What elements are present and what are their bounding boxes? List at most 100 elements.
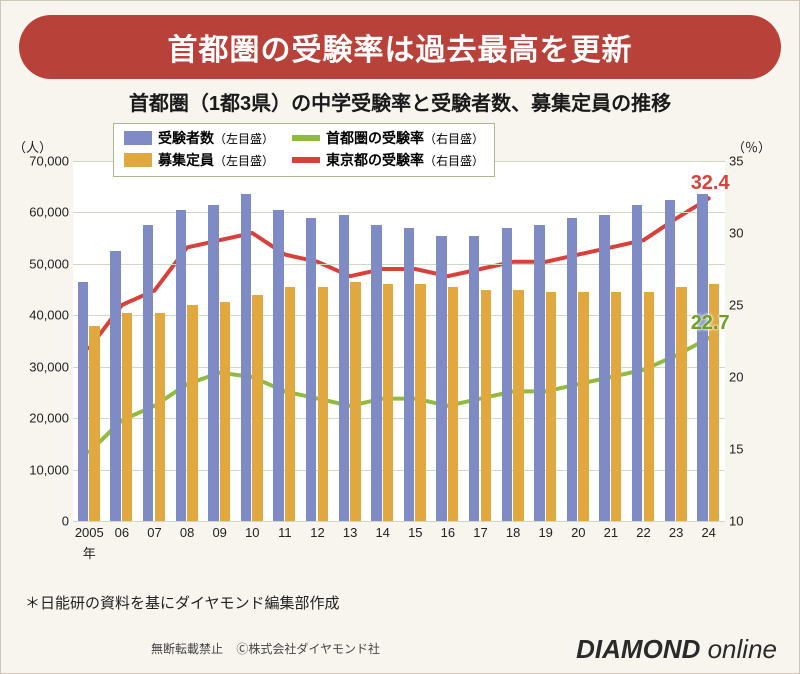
bar-capacity [220, 302, 230, 521]
y-right-tick: 30 [725, 226, 769, 241]
x-tick: 19 [530, 521, 562, 540]
headline-banner: 首都圏の受験率は過去最高を更新 [19, 15, 781, 79]
bar-capacity [676, 287, 686, 521]
headline-text: 首都圏の受験率は過去最高を更新 [168, 34, 633, 67]
bar-examinees [697, 194, 707, 521]
legend-item: 首都圏の受験率（右目盛） [292, 128, 484, 148]
x-tick: 07 [139, 521, 171, 540]
bar-examinees [208, 205, 218, 521]
brand-thin: online [700, 634, 777, 664]
bar-capacity [644, 292, 654, 521]
y-left-tick: 0 [7, 514, 73, 529]
line-layer [73, 161, 725, 521]
x-tick: 12 [302, 521, 334, 540]
copyright: 無断転載禁止 Ⓒ株式会社ダイヤモンド社 [151, 640, 380, 657]
bar-capacity [578, 292, 588, 521]
bar-capacity [89, 326, 99, 521]
y-left-tick: 10,000 [7, 462, 73, 477]
grid-line [73, 264, 725, 265]
bar-examinees [599, 215, 609, 521]
bar-examinees [371, 225, 381, 521]
subtitle-post: の中学受験率と受験者数、募集定員の推移 [291, 93, 671, 115]
x-tick: 11 [269, 521, 301, 540]
legend-line [292, 157, 320, 163]
x-tick: 24 [693, 521, 725, 540]
plot-area: （人） （％） 010,00020,00030,00040,00050,0006… [73, 161, 725, 521]
bar-examinees [567, 218, 577, 521]
x-tick: 13 [334, 521, 366, 540]
x-tick: 17 [465, 521, 497, 540]
legend-item: 受験者数（左目盛） [124, 128, 274, 148]
x-tick: 22 [628, 521, 660, 540]
subtitle-paren: （1都3県） [189, 93, 291, 115]
y-right-tick: 20 [725, 370, 769, 385]
x-tick: 10 [236, 521, 268, 540]
x-tick: 16 [432, 521, 464, 540]
brand-logo: DIAMOND online [576, 634, 777, 665]
bar-examinees [632, 205, 642, 521]
legend-label: 受験者数（左目盛） [158, 128, 274, 148]
legend-item: 東京都の受験率（右目盛） [292, 150, 484, 170]
footnote: ＊日能研の資料を基にダイヤモンド編集部作成 [25, 592, 340, 613]
bar-capacity [513, 290, 523, 521]
x-tick: 15 [399, 521, 431, 540]
bar-examinees [534, 225, 544, 521]
bar-capacity [481, 290, 491, 521]
x-tick: 20 [562, 521, 594, 540]
bar-examinees [502, 228, 512, 521]
legend-swatch [124, 153, 152, 167]
x-year-suffix: 年 [83, 521, 96, 562]
bar-examinees [176, 210, 186, 521]
grid-line [73, 315, 725, 316]
bar-capacity [546, 292, 556, 521]
legend-label: 首都圏の受験率（右目盛） [326, 128, 484, 148]
grid-line [73, 367, 725, 368]
x-tick: 06 [106, 521, 138, 540]
bar-examinees [436, 236, 446, 521]
chart: 受験者数（左目盛） 首都圏の受験率（右目盛） 募集定員（左目盛） 東京都の受験率（右目… [73, 129, 725, 559]
bar-capacity [122, 313, 132, 521]
x-tick: 21 [595, 521, 627, 540]
brand-bold: DIAMOND [576, 634, 700, 664]
legend: 受験者数（左目盛） 首都圏の受験率（右目盛） 募集定員（左目盛） 東京都の受験率（右目… [113, 123, 495, 177]
bar-examinees [404, 228, 414, 521]
x-tick: 08 [171, 521, 203, 540]
copyright-b: Ⓒ株式会社ダイヤモンド社 [236, 642, 380, 656]
bar-examinees [143, 225, 153, 521]
x-tick: 14 [367, 521, 399, 540]
legend-swatch [124, 131, 152, 145]
bar-capacity [415, 284, 425, 521]
bar-examinees [273, 210, 283, 521]
y-right-tick: 35 [725, 154, 769, 169]
bar-examinees [469, 236, 479, 521]
grid-line [73, 418, 725, 419]
bar-examinees [339, 215, 349, 521]
bar-capacity [252, 295, 262, 521]
bar-capacity [318, 287, 328, 521]
y-right-tick: 15 [725, 442, 769, 457]
legend-label: 募集定員（左目盛） [158, 150, 274, 170]
bar-capacity [611, 292, 621, 521]
bar-examinees [306, 218, 316, 521]
line-end-label-metro_rate: 22.7 [691, 312, 730, 335]
bar-capacity [383, 284, 393, 521]
legend-line [292, 135, 320, 141]
copyright-a: 無断転載禁止 [151, 642, 223, 656]
y-right-tick: 10 [725, 514, 769, 529]
bar-capacity [155, 313, 165, 521]
subtitle-pre: 首都圏 [129, 93, 189, 115]
bar-capacity [187, 305, 197, 521]
y-left-tick: 50,000 [7, 256, 73, 271]
bar-examinees [241, 194, 251, 521]
chart-subtitle: 首都圏（1都3県）の中学受験率と受験者数、募集定員の推移 [1, 87, 799, 116]
x-tick: 18 [497, 521, 529, 540]
y-right-tick: 25 [725, 298, 769, 313]
y-left-tick: 40,000 [7, 308, 73, 323]
legend-item: 募集定員（左目盛） [124, 150, 274, 170]
bar-examinees [78, 282, 88, 521]
line-end-label-tokyo_rate: 32.4 [691, 172, 730, 195]
legend-label: 東京都の受験率（右目盛） [326, 150, 484, 170]
bar-capacity [448, 287, 458, 521]
x-tick: 09 [204, 521, 236, 540]
grid-line [73, 212, 725, 213]
